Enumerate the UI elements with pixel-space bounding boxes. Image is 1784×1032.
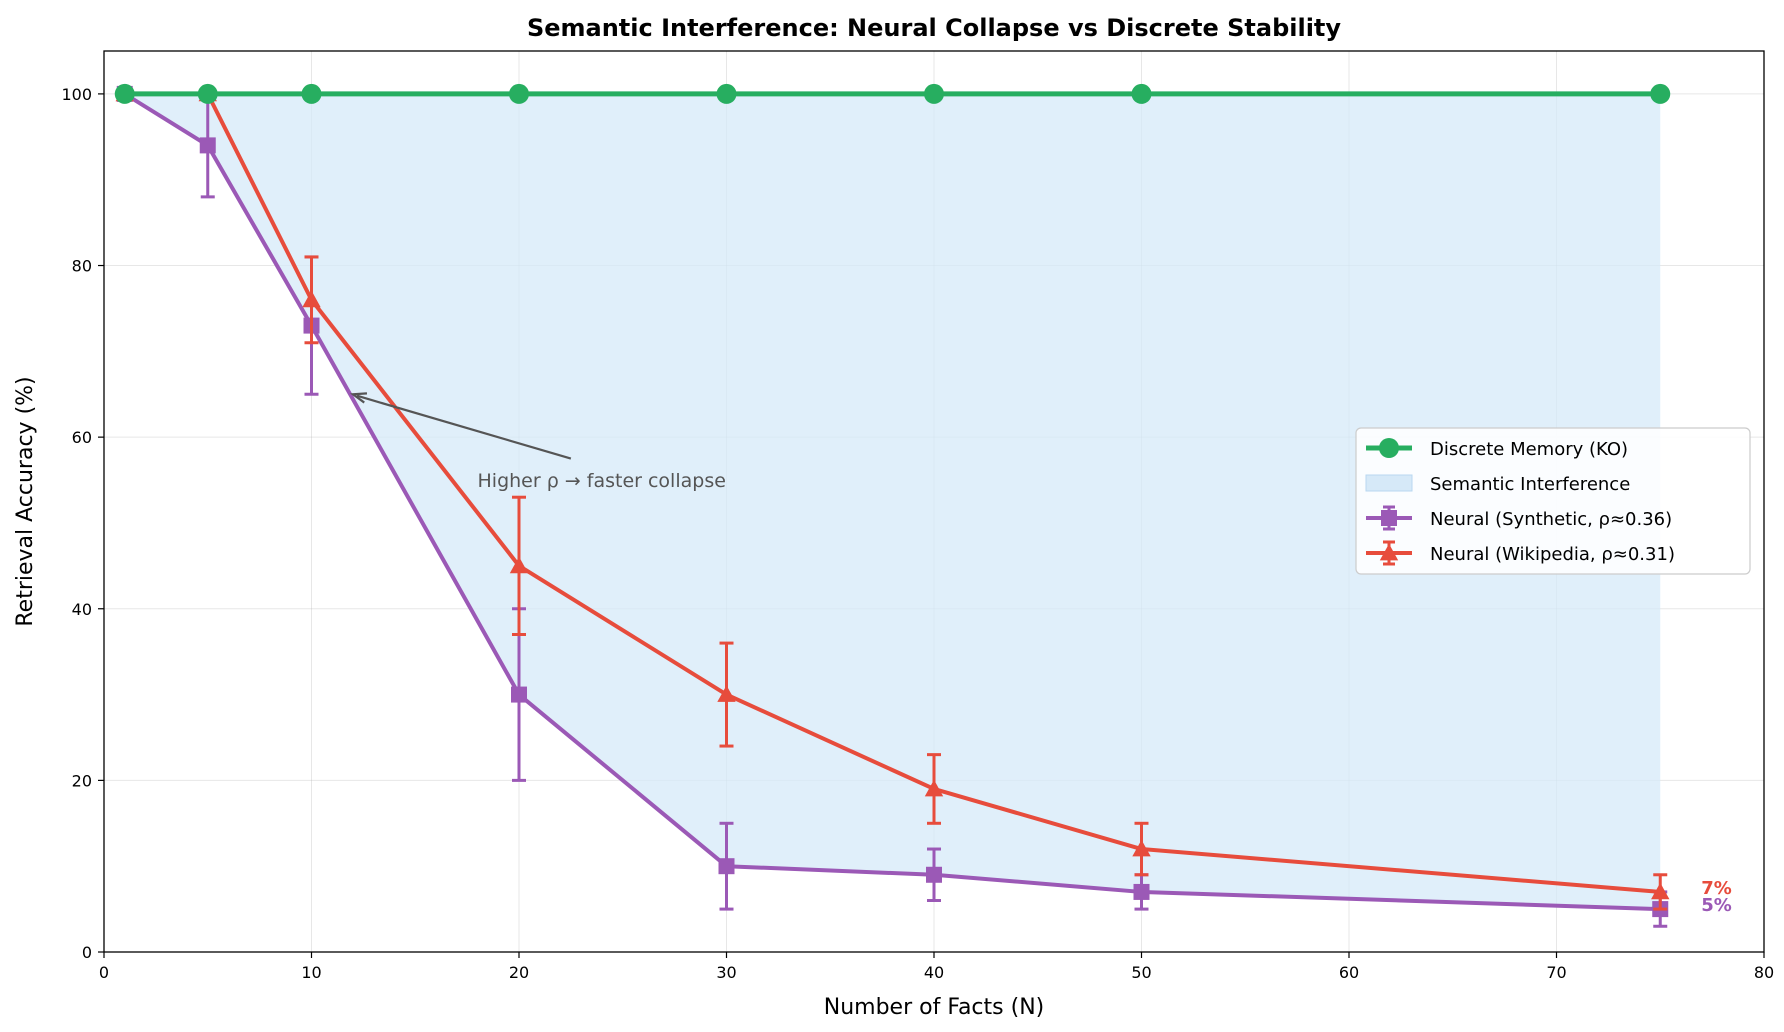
data-point — [509, 556, 529, 574]
y-tick-label: 100 — [61, 85, 92, 104]
data-point — [1131, 83, 1152, 104]
legend-entry: Semantic Interference — [1365, 474, 1630, 495]
data-point — [199, 137, 216, 154]
data-point — [716, 83, 737, 104]
legend-marker — [1379, 543, 1399, 561]
data-point — [511, 686, 527, 703]
data-point — [924, 779, 944, 797]
x-tick-label: 80 — [1754, 963, 1774, 982]
y-tick-label: 80 — [72, 257, 92, 276]
legend-entry: Discrete Memory (KO) — [1366, 438, 1628, 460]
x-tick-label: 30 — [716, 963, 736, 982]
legend-entry: Neural (Wikipedia, ρ≈0.31) — [1366, 540, 1675, 566]
data-point — [1650, 83, 1671, 104]
y-tick-label: 60 — [72, 428, 92, 447]
annotation-text: Higher ρ → faster collapse — [478, 470, 726, 492]
data-point — [1651, 882, 1670, 900]
y-tick-label: 20 — [72, 771, 92, 790]
y-axis: 0 20 40 60 80 100 — [61, 85, 104, 962]
x-tick-label: 60 — [1339, 963, 1359, 982]
series-line — [123, 92, 1661, 912]
x-tick-label: 40 — [924, 963, 944, 982]
y-tick-label: 0 — [82, 943, 92, 962]
legend-label: Neural (Wikipedia, ρ≈0.31) — [1430, 544, 1675, 565]
data-point — [1132, 839, 1151, 857]
legend-marker — [1379, 438, 1399, 458]
x-tick-label: 0 — [99, 963, 109, 982]
data-point — [197, 83, 218, 104]
legend-label: Neural (Synthetic, ρ≈0.36) — [1430, 509, 1672, 530]
y-axis-label: Retrieval Accuracy (%) — [13, 376, 38, 626]
data-point — [926, 866, 942, 883]
data-point — [1133, 883, 1150, 900]
annotation-arrow-head — [349, 392, 368, 404]
semantic-interference-fill — [124, 93, 1661, 910]
series-line — [124, 91, 1661, 894]
y-tick-label: 40 — [72, 600, 92, 619]
data-point — [301, 83, 322, 104]
legend-swatch — [1365, 474, 1413, 492]
legend-label: Discrete Memory (KO) — [1430, 439, 1628, 460]
data-point — [718, 858, 735, 875]
data-point — [717, 685, 736, 702]
chart-title: Semantic Interference: Neural Collapse v… — [527, 14, 1341, 42]
end-labels: 7%5% — [1701, 878, 1732, 916]
end-label: 5% — [1701, 895, 1732, 916]
x-tick-label: 20 — [509, 963, 529, 982]
end-label: 7% — [1701, 878, 1732, 899]
data-point — [114, 83, 135, 104]
x-tick-label: 10 — [301, 963, 321, 982]
x-axis-label: Number of Facts (N) — [824, 995, 1044, 1020]
annotation-arrow-line — [356, 394, 572, 460]
x-axis: 0 10 20 30 40 50 60 70 80 — [99, 952, 1774, 982]
legend-label: Semantic Interference — [1430, 474, 1630, 495]
legend-marker — [1381, 510, 1397, 526]
x-tick-label: 70 — [1546, 963, 1566, 982]
data-point — [509, 83, 529, 104]
legend-entry: Neural (Synthetic, ρ≈0.36) — [1366, 505, 1672, 531]
legend-box — [1355, 427, 1751, 575]
x-tick-label: 50 — [1131, 963, 1151, 982]
data-point — [924, 83, 944, 104]
annotation: Higher ρ → faster collapse — [349, 392, 726, 492]
data-point — [302, 290, 321, 308]
legend: Discrete Memory (KO) Semantic Interferenc… — [1355, 427, 1751, 575]
series-discrete-memory-ko — [114, 83, 1671, 104]
